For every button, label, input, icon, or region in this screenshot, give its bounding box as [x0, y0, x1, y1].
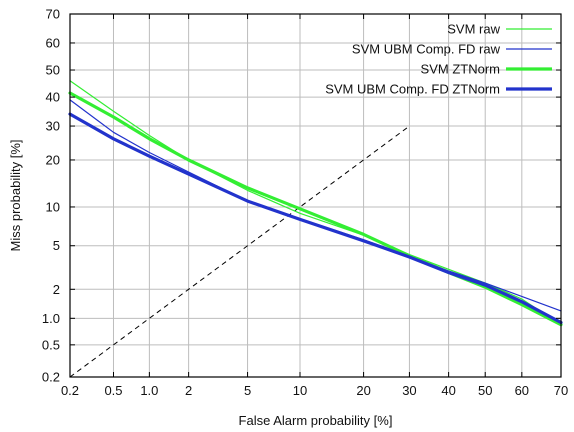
x-tick-label: 0.2 [61, 383, 79, 398]
y-tick-label: 2 [53, 282, 60, 297]
y-axis-label: Miss probability [%] [8, 140, 23, 252]
reference-diagonal-line [69, 125, 410, 378]
x-tick-label: 20 [356, 383, 370, 398]
y-tick-label: 0.5 [42, 337, 60, 352]
y-tick-label: 60 [46, 35, 60, 50]
y-tick-label: 1.0 [42, 311, 60, 326]
legend-label: SVM UBM Comp. FD ZTNorm [325, 82, 500, 97]
legend-label: SVM raw [447, 22, 500, 37]
x-tick-label: 10 [293, 383, 307, 398]
y-tick-label: 5 [53, 238, 60, 253]
legend: SVM raw SVM UBM Comp. FD raw SVM ZTNorm SVM… [325, 22, 552, 97]
y-tick-label: 50 [46, 63, 60, 78]
x-tick-label: 50 [478, 383, 492, 398]
x-tick-label: 60 [515, 383, 529, 398]
x-tick-label: 70 [554, 383, 568, 398]
y-tick-label: 0.2 [42, 370, 60, 385]
y-axis-ticks: 0.2 0.5 1.0 2 5 10 20 30 40 50 60 70 [42, 7, 561, 385]
y-tick-label: 70 [46, 7, 60, 22]
legend-label: SVM UBM Comp. FD raw [352, 42, 501, 57]
y-tick-label: 10 [46, 199, 60, 214]
x-axis-label: False Alarm probability [%] [239, 413, 393, 428]
y-tick-label: 20 [46, 152, 60, 167]
series-line-3 [68, 91, 563, 327]
legend-label: SVM ZTNorm [421, 62, 500, 77]
reference-line-group [69, 125, 410, 378]
x-tick-label: 2 [185, 383, 192, 398]
series-line-4 [68, 112, 563, 325]
x-tick-label: 1.0 [140, 383, 158, 398]
series-group [68, 80, 563, 327]
y-tick-label: 40 [46, 90, 60, 105]
x-tick-label: 30 [402, 383, 416, 398]
x-tick-label: 0.5 [104, 383, 122, 398]
x-tick-label: 40 [441, 383, 455, 398]
y-tick-label: 30 [46, 119, 60, 134]
plot-frame [69, 13, 562, 378]
x-axis-ticks: 0.2 0.5 1.0 2 5 10 20 30 40 50 60 70 [61, 14, 568, 398]
x-tick-label: 5 [244, 383, 251, 398]
